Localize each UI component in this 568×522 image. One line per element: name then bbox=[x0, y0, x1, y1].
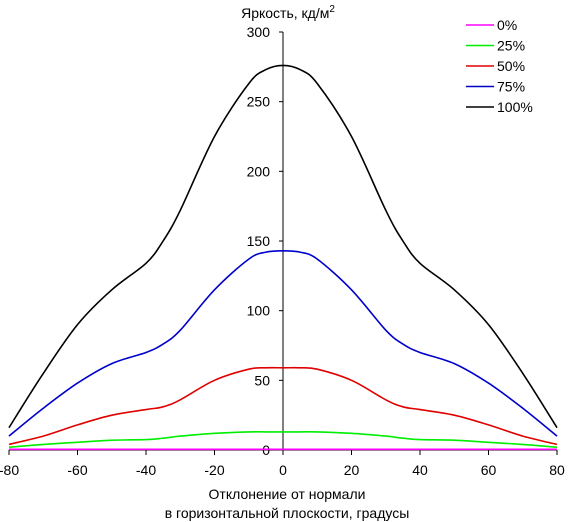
x-tick-label: -20 bbox=[204, 462, 224, 478]
y-tick-label: 300 bbox=[247, 24, 271, 40]
x-tick-label: 0 bbox=[279, 462, 287, 478]
x-axis-label: Отклонение от нормали в горизонтальной п… bbox=[165, 486, 410, 521]
x-tick-label: -40 bbox=[136, 462, 156, 478]
y-tick-label: 100 bbox=[247, 303, 271, 319]
series-lines bbox=[8, 64, 558, 451]
series-line-25-pct bbox=[8, 431, 558, 448]
x-tick-label: 60 bbox=[481, 462, 497, 478]
y-tick-label: 250 bbox=[247, 94, 271, 110]
x-tick-labels: -80 -60 -40 -20 0 20 40 60 80 bbox=[0, 450, 565, 478]
y-tick-label: 200 bbox=[247, 163, 271, 179]
legend-label: 0% bbox=[497, 17, 517, 33]
chart-title-main: Яркость, кд/м bbox=[241, 5, 329, 21]
x-axis-label-line2: в горизонтальной плоскости, градусы bbox=[165, 505, 410, 521]
x-tick-label: 40 bbox=[412, 462, 428, 478]
axes bbox=[9, 32, 557, 455]
chart-title-superscript: 2 bbox=[329, 4, 335, 15]
x-tick-label: -60 bbox=[67, 462, 87, 478]
legend-label: 25% bbox=[497, 38, 525, 54]
legend-label: 50% bbox=[497, 58, 525, 74]
x-axis-label-line1: Отклонение от нормали bbox=[209, 486, 366, 502]
y-tick-label: 150 bbox=[247, 233, 271, 249]
legend-label: 100% bbox=[497, 99, 533, 115]
series-line-75-pct bbox=[8, 250, 558, 437]
x-tick-label: -80 bbox=[0, 462, 19, 478]
series-line-50-pct bbox=[8, 366, 558, 446]
chart-title: Яркость, кд/м2 bbox=[241, 4, 335, 21]
series-line-100-pct bbox=[8, 64, 558, 429]
x-tick-label: 80 bbox=[549, 462, 565, 478]
x-tick-label: 20 bbox=[344, 462, 360, 478]
legend: 0% 25% 50% 75% 100% bbox=[466, 17, 533, 115]
y-tick-label: 50 bbox=[254, 372, 270, 388]
legend-label: 75% bbox=[497, 79, 525, 95]
